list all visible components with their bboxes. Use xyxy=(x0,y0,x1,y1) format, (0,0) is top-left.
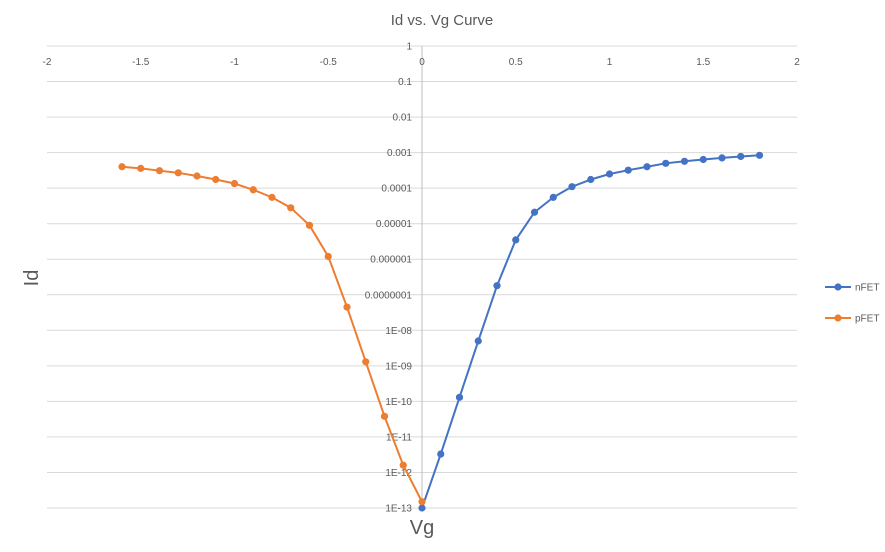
nfet-data-point xyxy=(643,163,651,171)
pfet-data-point xyxy=(418,498,426,506)
nfet-data-point xyxy=(605,170,614,178)
pfet-data-point xyxy=(380,412,389,420)
nfet-data-point xyxy=(455,393,464,401)
y-tick-label: 0.0001 xyxy=(381,184,412,195)
y-tick-label: 1E-10 xyxy=(385,397,412,408)
x-tick-labels: -2 -1.5 -1 -0.5 0 0.5 1 1.5 2 xyxy=(43,57,801,68)
nfet-data-point xyxy=(699,155,707,164)
legend: nFET pFET xyxy=(825,283,879,325)
y-tick-labels: 1 0.1 0.01 0.001 0.0001 0.00001 0.000001 0.0000… xyxy=(365,42,413,515)
nfet-data-point xyxy=(437,450,445,458)
nfet-data-point xyxy=(662,159,670,167)
nfet-data-point xyxy=(418,504,426,512)
x-tick-label: 1 xyxy=(607,57,613,68)
chart-title: Id vs. Vg Curve xyxy=(391,12,494,29)
nfet-data-point xyxy=(474,337,482,345)
x-tick-label: 0 xyxy=(419,57,425,68)
pfet-data-point xyxy=(212,175,220,184)
pfet-data-point xyxy=(268,193,276,201)
nfet-data-point xyxy=(493,282,501,290)
y-tick-label: 1E-11 xyxy=(386,432,412,443)
nfet-data-point xyxy=(737,152,745,161)
y-tick-label: 0.0000001 xyxy=(365,290,413,301)
y-tick-label: 1 xyxy=(406,42,412,53)
y-tick-label: 0.1 xyxy=(398,77,412,88)
nfet-data-point xyxy=(512,236,520,244)
nfet-data-point xyxy=(568,183,576,191)
y-tick-label: 1E-13 xyxy=(385,504,412,515)
x-axis-title: Vg xyxy=(410,517,434,539)
x-tick-label: -2 xyxy=(43,57,52,68)
pfet-data-point xyxy=(118,163,126,171)
pfet-series-line xyxy=(121,165,423,503)
pfet-data-point xyxy=(305,221,314,229)
pfet-data-point xyxy=(287,204,295,212)
pfet-legend-label: pFET xyxy=(855,314,879,325)
x-tick-label: 2 xyxy=(794,57,800,68)
y-tick-label: 0.001 xyxy=(387,148,412,159)
y-tick-label: 1E-09 xyxy=(385,361,412,372)
y-tick-label: 1E-12 xyxy=(385,468,412,479)
pfet-data-point xyxy=(249,186,257,194)
pfet-data-point xyxy=(399,461,407,469)
nfet-data-point xyxy=(755,151,764,159)
nfet-data-point xyxy=(624,166,632,174)
nfet-legend-label: nFET xyxy=(855,283,879,294)
pfet-data-point xyxy=(155,167,164,175)
nfet-data-point xyxy=(680,157,689,165)
nfet-data-point xyxy=(587,175,595,184)
pfet-data-point xyxy=(230,179,239,188)
pfet-data-point xyxy=(343,303,351,311)
y-tick-label: 1E-08 xyxy=(385,326,412,337)
y-tick-label: 0.01 xyxy=(393,113,413,124)
pfet-data-point xyxy=(174,169,182,177)
pfet-data-point xyxy=(362,358,370,366)
nfet-series-line xyxy=(421,154,760,509)
data-series xyxy=(118,151,764,512)
y-tick-label: 0.00001 xyxy=(376,219,413,230)
x-tick-label: 1.5 xyxy=(696,57,710,68)
x-tick-label: 0.5 xyxy=(509,57,523,68)
nfet-legend-marker xyxy=(834,283,842,291)
pfet-legend-marker xyxy=(834,314,842,322)
nfet-data-point xyxy=(549,193,557,201)
y-tick-label: 0.000001 xyxy=(370,255,412,266)
y-axis-title: Id xyxy=(21,270,43,287)
nfet-data-point xyxy=(718,154,726,162)
gridlines xyxy=(47,45,797,509)
nfet-data-point xyxy=(530,208,539,216)
x-tick-label: -1 xyxy=(230,57,239,68)
pfet-data-point xyxy=(324,252,332,261)
pfet-data-point xyxy=(137,164,145,172)
pfet-data-point xyxy=(193,172,201,180)
x-tick-label: -1.5 xyxy=(132,57,150,68)
x-tick-label: -0.5 xyxy=(320,57,338,68)
